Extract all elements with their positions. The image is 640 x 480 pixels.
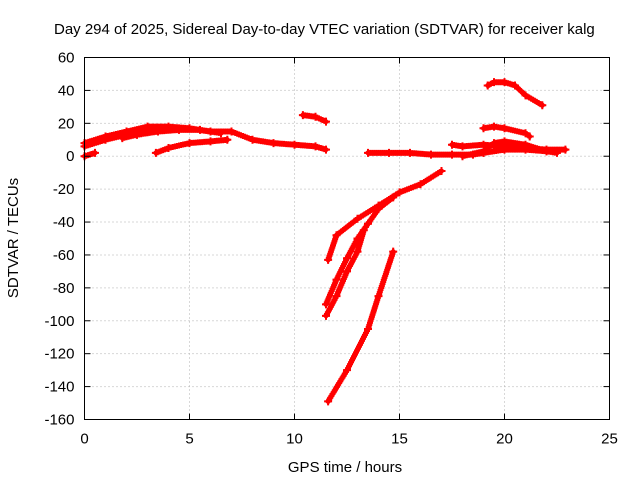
data-point bbox=[175, 125, 183, 134]
data-point bbox=[298, 111, 307, 120]
data-point bbox=[118, 134, 127, 143]
data-point bbox=[343, 366, 351, 375]
data-point bbox=[324, 397, 333, 406]
data-point bbox=[353, 247, 362, 256]
data-point bbox=[196, 125, 204, 134]
data-point bbox=[248, 135, 257, 144]
data-point bbox=[206, 137, 215, 146]
x-tick-label: 15 bbox=[391, 431, 408, 448]
data-point bbox=[374, 204, 383, 213]
data-plot-area bbox=[80, 78, 570, 406]
x-tick-label: 25 bbox=[601, 431, 618, 448]
data-point bbox=[458, 142, 467, 151]
data-point bbox=[483, 81, 492, 90]
data-point bbox=[332, 292, 341, 301]
data-point bbox=[133, 130, 141, 139]
data-point bbox=[185, 139, 194, 148]
y-tick-label: -160 bbox=[44, 412, 74, 429]
data-point bbox=[448, 140, 456, 149]
data-point bbox=[538, 101, 547, 110]
y-tick-label: 0 bbox=[66, 148, 74, 165]
data-point bbox=[353, 214, 362, 223]
data-point bbox=[324, 255, 333, 264]
data-point bbox=[525, 132, 534, 141]
data-point bbox=[223, 135, 232, 144]
data-point bbox=[364, 325, 372, 333]
data-point bbox=[385, 148, 393, 157]
data-point bbox=[101, 135, 110, 144]
data-point bbox=[151, 148, 160, 157]
data-point bbox=[490, 78, 498, 87]
x-tick-label: 20 bbox=[496, 431, 513, 448]
data-point bbox=[521, 145, 530, 154]
y-tick-label: -60 bbox=[53, 247, 75, 264]
data-point bbox=[359, 226, 368, 235]
y-tick-label: -80 bbox=[53, 280, 75, 297]
data-point bbox=[322, 311, 330, 320]
data-point bbox=[561, 145, 570, 154]
chart-title: Day 294 of 2025, Sidereal Day-to-day VTE… bbox=[54, 21, 595, 38]
data-point bbox=[343, 254, 351, 263]
y-tick-label: -120 bbox=[44, 346, 74, 363]
data-point bbox=[500, 137, 509, 146]
x-tick-label: 5 bbox=[185, 431, 193, 448]
data-point bbox=[490, 122, 498, 131]
x-tick-label: 10 bbox=[286, 431, 303, 448]
data-point bbox=[389, 193, 398, 202]
y-tick-label: 40 bbox=[58, 82, 75, 99]
data-point bbox=[227, 127, 236, 136]
data-point bbox=[290, 140, 299, 149]
data-point bbox=[332, 275, 341, 284]
data-point bbox=[364, 148, 372, 157]
gridlines bbox=[84, 57, 610, 420]
data-point bbox=[479, 124, 488, 133]
data-point bbox=[542, 147, 551, 156]
data-point bbox=[332, 231, 341, 240]
data-point bbox=[311, 142, 320, 151]
data-point bbox=[164, 144, 173, 152]
data-point bbox=[521, 129, 530, 138]
data-point bbox=[500, 78, 509, 87]
data-point bbox=[91, 148, 99, 157]
y-tick-label: 20 bbox=[58, 115, 75, 132]
data-point bbox=[553, 148, 561, 157]
data-point bbox=[490, 139, 498, 148]
x-axis-label: GPS time / hours bbox=[288, 459, 402, 476]
series-trace bbox=[153, 137, 230, 156]
data-point bbox=[511, 81, 519, 90]
data-point bbox=[427, 150, 435, 159]
data-point bbox=[500, 124, 509, 133]
data-point bbox=[521, 91, 530, 100]
data-point bbox=[416, 180, 425, 189]
data-point bbox=[154, 127, 162, 136]
data-point bbox=[389, 247, 398, 256]
data-point bbox=[374, 292, 383, 301]
data-point bbox=[395, 188, 404, 197]
data-point bbox=[322, 300, 330, 309]
data-point bbox=[322, 145, 330, 154]
y-axis-label: SDTVAR / TECUs bbox=[5, 178, 22, 298]
plot-frame bbox=[84, 57, 610, 420]
data-point bbox=[322, 117, 330, 126]
data-point bbox=[217, 129, 225, 138]
data-point bbox=[448, 150, 456, 159]
x-tick-label: 0 bbox=[80, 431, 88, 448]
y-tick-label: -100 bbox=[44, 313, 74, 330]
y-tick-label: -40 bbox=[53, 214, 75, 231]
data-point bbox=[437, 167, 446, 176]
data-point bbox=[269, 139, 278, 148]
y-tick-label: -20 bbox=[53, 181, 75, 198]
data-point bbox=[500, 145, 509, 154]
data-point bbox=[479, 148, 488, 157]
y-tick-label: -140 bbox=[44, 379, 74, 396]
data-point bbox=[311, 112, 320, 121]
data-point bbox=[458, 152, 467, 161]
data-point bbox=[364, 219, 372, 228]
y-tick-label: 60 bbox=[58, 50, 75, 67]
axis-ticks: 0 5 10 15 20 25 -160 -140 -120 -100 -80 -60 -40 -20 0 2… bbox=[44, 50, 617, 448]
data-point bbox=[343, 267, 351, 276]
data-point bbox=[406, 148, 414, 157]
